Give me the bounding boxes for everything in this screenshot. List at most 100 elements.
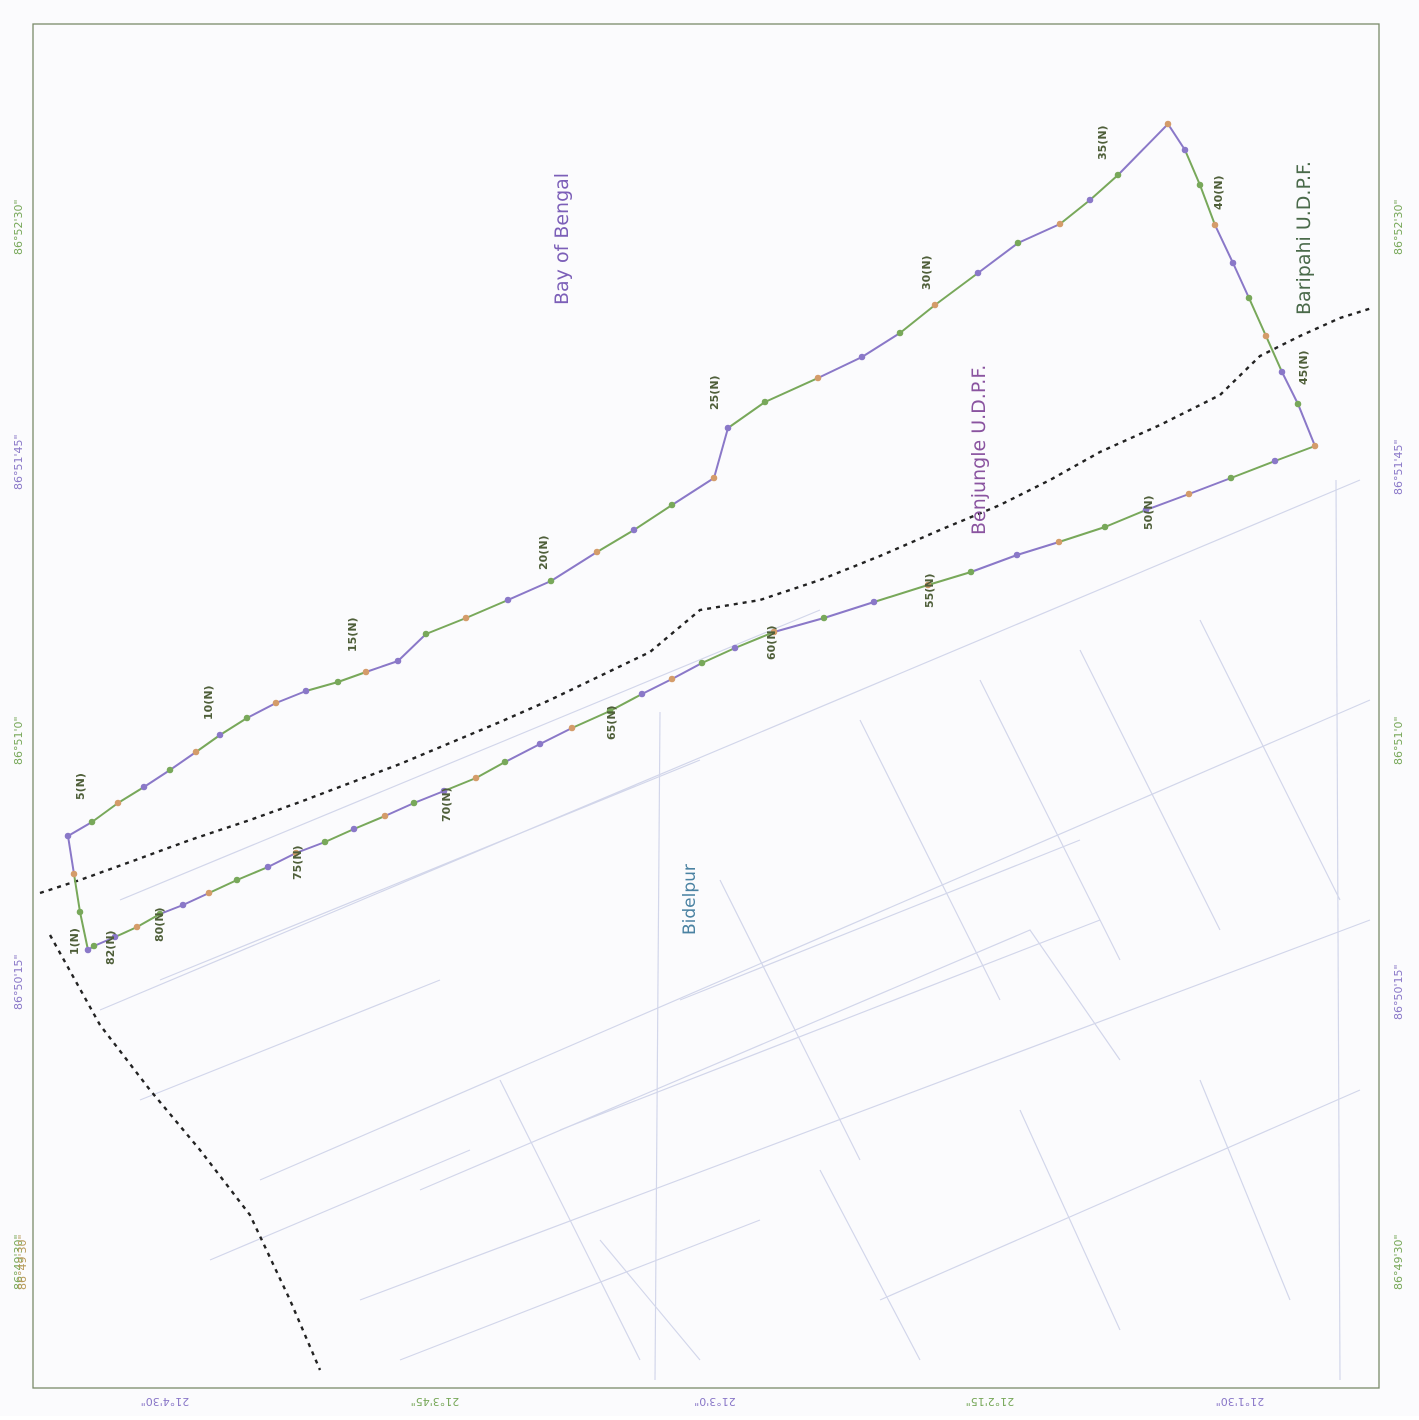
map-frame [32,23,1380,1389]
boundary-segment [208,879,238,894]
boundary-pillar-label: 20(N) [537,535,550,570]
right-tick-label: 86°52'30" [1392,199,1405,255]
boundary-segment [443,777,477,792]
region-label-bidelpur: Bidelpur [680,864,700,935]
right-coordinate-ticks: 86°49'30" 86°50'15" 86°51'0" 86°51'45" 86°52… [1392,199,1405,1290]
boundary-segment [1265,335,1283,373]
boundary-segment [817,356,863,379]
boundary-pillar-point [88,818,96,826]
boundary-segment [596,529,635,553]
boundary-pillar-point [179,901,187,909]
boundary-segment [1058,526,1106,543]
boundary-segment [1232,262,1250,299]
boundary-pillar-point [321,838,329,846]
boundary-pillar-point [350,825,358,833]
boundary-segment [861,332,901,358]
boundary-pillar-point [1211,221,1219,229]
boundary-pillar-point [133,923,141,931]
boundary-pillar-point [668,675,676,683]
boundary-segment [305,681,339,692]
boundary-segment [609,693,643,712]
boundary-pillar-point [638,690,646,698]
boundary-pillar-label: 75(N) [291,845,304,880]
boundary-pillar-point [111,933,119,941]
boundary-segment [246,702,277,719]
boundary-segment [1059,199,1091,225]
boundary-segment [713,427,729,479]
boundary-segment [1199,184,1216,226]
boundary-pillar-point [761,398,769,406]
boundary-pillar-point [501,758,509,766]
boundary-segment [633,504,673,531]
boundary-pillar-point [1245,294,1253,302]
boundary-pillar-point [1086,196,1094,204]
boundary-segment [1167,123,1186,151]
boundary-segment [93,936,116,947]
boundary-pillar-point [205,889,213,897]
boundary-segment [73,873,81,913]
boundary-pillar-point [166,766,174,774]
boundary-pillar-point [1055,538,1063,546]
corner-coordinate-label: 86°49'30" [16,1234,29,1290]
boundary-segment [79,911,89,951]
boundary-pillar-point [292,849,300,857]
boundary-segment [1281,371,1299,405]
boundary-pillar-point [1013,551,1021,559]
right-tick-label: 86°51'0" [1392,716,1405,765]
boundary-segment [1297,403,1316,447]
boundary-pillar-label: 60(N) [765,625,778,660]
region-label-benjungle: Benjungle U.D.P.F. [968,365,990,535]
boundary-segment [236,866,269,881]
boundary-segment [67,835,75,875]
boundary-pillar-label: 30(N) [920,255,933,290]
survey-boundary-polygon [67,123,1316,951]
boundary-pillar-point [70,870,78,878]
boundary-pillar-point [547,577,555,585]
left-tick-label: 86°51'45" [12,434,25,490]
boundary-pillar-point [896,329,904,337]
boundary-pillar-point [504,596,512,604]
boundary-segment [1017,223,1061,244]
boundary-segment [1188,477,1232,495]
boundary-pillar-point [233,876,241,884]
boundary-pillar-point [967,568,975,576]
boundary-pillar-point [724,424,732,432]
boundary-segment [425,617,467,635]
boundary-segment [873,584,929,603]
left-tick-label: 86°49'30" [12,1234,25,1290]
boundary-segment [1274,445,1316,462]
left-tick-label: 86°51'0" [12,716,25,765]
boundary-pillar-label: 55(N) [923,573,936,608]
boundary-pillar-point [1196,181,1204,189]
boundary-segment [413,790,445,804]
boundary-pillar-point [1294,400,1302,408]
bottom-tick-label: 21°3'45" [411,1395,460,1408]
boundary-segment [550,551,598,582]
boundary-pillar-label: 25(N) [708,375,721,410]
bottom-coordinate-ticks: 21°4'30" 21°3'45" 21°3'0" 21°2'15" 21°1'30" [141,1395,1265,1408]
boundary-pillar-point [243,714,251,722]
boundary-pillar-point [1229,259,1237,267]
boundary-segment [927,571,972,586]
boundary-segment [641,678,673,695]
right-tick-label: 86°50'15" [1392,964,1405,1020]
boundary-pillar-point [1262,332,1270,340]
boundary-pillar-label: 1(N) [68,928,81,955]
boundary-segment [539,727,573,745]
region-label-bay-of-bengal: Bay of Bengal [551,173,573,305]
boundary-segment [1184,149,1201,186]
boundary-segment [671,477,715,506]
boundary-pillar-point [814,374,822,382]
boundary-pillar-point [462,614,470,622]
boundary-pillar-point [272,699,280,707]
boundary-pillar-label: 10(N) [202,685,215,720]
boundary-pillar-label: 82(N) [104,930,117,965]
boundary-pillar-label: 5(N) [74,773,87,800]
boundary-pillar-point [156,910,164,918]
boundary-segment [727,401,766,429]
boundary-pillar-point [114,799,122,807]
boundary-segment [1248,297,1267,337]
region-label-baripahi: Baripahi U.D.P.F. [1293,161,1315,315]
background-cadastral-lines [99,479,1371,1381]
